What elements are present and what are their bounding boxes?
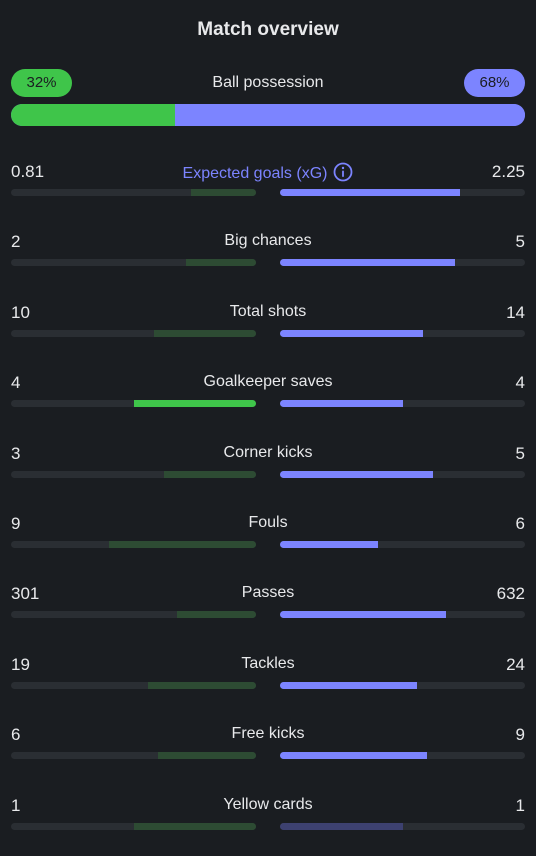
page-title: Match overview [197, 19, 339, 40]
stat-label: Total shots [11, 303, 525, 321]
away-stat-fill [280, 189, 461, 196]
home-stat-fill [153, 329, 256, 337]
away-stat-fill [280, 470, 434, 478]
away-possession-fill [175, 104, 525, 126]
home-stat-bar [11, 329, 256, 337]
home-stat-fill [186, 259, 256, 267]
home-stat-bar [11, 189, 256, 196]
stat-label-text: Fouls [248, 514, 288, 531]
home-value: 301 [11, 584, 40, 604]
stat-label-text: Expected goals (xG) [182, 165, 328, 182]
away-stat-fill [280, 752, 427, 760]
stat-row: 10 Total shots 14 [11, 303, 525, 349]
info-icon[interactable] [333, 162, 353, 182]
away-stat-bar [280, 681, 525, 689]
stat-row: 6 Free kicks 9 [11, 725, 525, 771]
home-value: 10 [11, 302, 30, 322]
home-value: 9 [11, 514, 21, 533]
home-stat-fill [158, 752, 256, 760]
home-stat-fill [176, 611, 256, 619]
away-value: 2.25 [491, 162, 525, 181]
home-stat-bar [11, 259, 256, 267]
away-stat-bar [280, 541, 525, 548]
away-value: 632 [496, 584, 525, 604]
home-value: 3 [11, 443, 21, 463]
home-value: 1 [11, 795, 21, 815]
home-value: 4 [11, 373, 21, 393]
stat-label: Fouls [11, 514, 525, 532]
home-stat-fill [109, 541, 256, 548]
stat-label-text: Tackles [241, 654, 295, 672]
stat-row: 3 Corner kicks 5 [11, 444, 525, 490]
away-stat-bar [280, 259, 525, 267]
stat-label: Goalkeeper saves [11, 373, 525, 391]
stat-label[interactable]: Expected goals (xG) [11, 162, 525, 183]
home-stat-fill [133, 400, 256, 408]
home-stat-fill [191, 189, 256, 196]
stat-row: 19 Tackles 24 [11, 655, 525, 701]
stat-label: Free kicks [11, 725, 525, 743]
stat-row: 0.81 Expected goals (xG) 2.25 [11, 162, 525, 208]
home-stat-bar [11, 752, 256, 760]
away-possession-badge: 68% [464, 69, 525, 97]
away-stat-bar [280, 822, 525, 830]
away-stat-fill [280, 681, 417, 689]
home-value: 19 [11, 654, 30, 674]
possession-bar [11, 104, 525, 126]
away-value: 5 [515, 232, 525, 252]
home-value: 0.81 [11, 162, 45, 181]
stat-row: 9 Fouls 6 [11, 514, 525, 560]
stat-row: 2 Big chances 5 [11, 232, 525, 278]
possession-label: Ball possession [212, 74, 324, 91]
stat-label: Corner kicks [11, 444, 525, 462]
stat-label-text: Yellow cards [223, 795, 313, 813]
home-possession-fill [11, 104, 176, 126]
home-stat-bar [11, 400, 256, 408]
away-value: 24 [506, 654, 525, 674]
away-stat-fill [280, 611, 446, 619]
away-stat-fill [280, 259, 455, 267]
home-stat-fill [147, 681, 256, 689]
stat-label-text: Big chances [224, 232, 312, 250]
stat-row: 1 Yellow cards 1 [11, 796, 525, 842]
stat-label: Yellow cards [11, 796, 525, 814]
stat-label: Passes [11, 584, 525, 602]
home-stat-bar [11, 611, 256, 619]
home-stat-bar [11, 822, 256, 830]
away-stat-bar [280, 752, 525, 760]
home-possession-badge: 32% [11, 69, 72, 97]
stat-label-text: Free kicks [231, 725, 305, 743]
home-stat-bar [11, 681, 256, 689]
stat-label-text: Corner kicks [223, 443, 313, 461]
away-stat-bar [280, 470, 525, 478]
home-stat-fill [164, 470, 256, 478]
away-stat-fill [280, 329, 423, 337]
stat-row: 4 Goalkeeper saves 4 [11, 373, 525, 419]
away-stat-bar [280, 329, 525, 337]
away-value: 14 [506, 302, 525, 322]
home-stat-bar [11, 541, 256, 548]
home-value: 6 [11, 725, 21, 745]
stat-label: Tackles [11, 655, 525, 673]
stat-row: 301 Passes 632 [11, 584, 525, 630]
away-value: 6 [515, 514, 525, 533]
home-stat-bar [11, 470, 256, 478]
stat-label-text: Total shots [229, 302, 307, 320]
away-value: 4 [515, 373, 525, 393]
away-stat-fill [280, 822, 403, 830]
away-stat-bar [280, 611, 525, 619]
stat-label-text: Goalkeeper saves [203, 373, 333, 391]
away-value: 1 [515, 795, 525, 815]
away-value: 5 [515, 443, 525, 463]
stat-label: Big chances [11, 232, 525, 250]
away-stat-bar [280, 400, 525, 408]
away-stat-bar [280, 189, 525, 196]
away-stat-fill [280, 541, 378, 548]
home-stat-fill [133, 822, 256, 830]
home-value: 2 [11, 232, 21, 252]
away-value: 9 [515, 725, 525, 745]
away-stat-fill [280, 400, 403, 408]
stat-label-text: Passes [241, 584, 295, 602]
